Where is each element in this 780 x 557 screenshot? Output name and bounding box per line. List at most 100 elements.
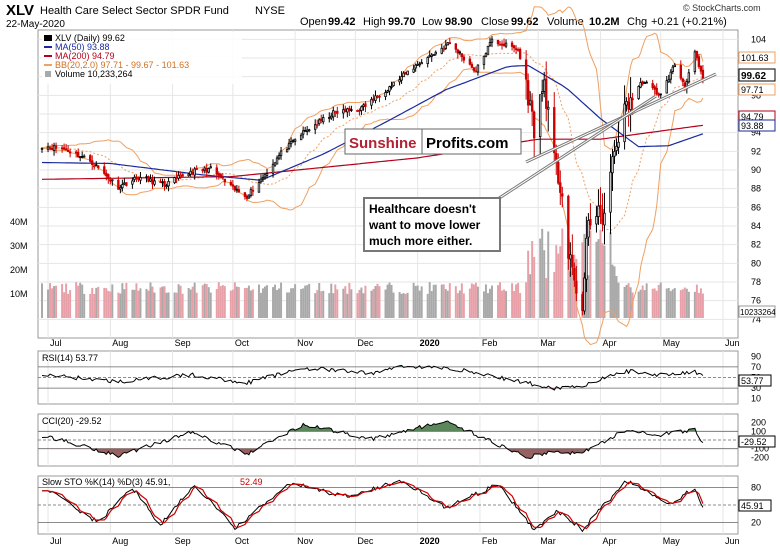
volume-bar [474,282,477,318]
cci-tag-box [738,435,776,448]
volume-bar [306,285,309,318]
candle-body [175,176,178,179]
volume-bar [701,293,704,318]
candle-body [402,72,405,78]
volume-bar [237,287,240,318]
candle-body [669,71,672,80]
volume-bar [205,284,208,318]
volume-bar [217,282,220,318]
candle-body [80,155,84,158]
candle-body [293,139,297,142]
volume-bar [223,286,226,318]
volume-bar [135,283,138,318]
candle-body [358,109,361,112]
volume-bar [695,284,698,318]
candle-body [557,161,560,184]
candle-body [336,110,339,114]
volume-bar [133,289,136,318]
volume-bar [434,284,437,318]
candle-body [125,182,128,186]
candle-body [625,101,628,106]
volume-bar [77,285,80,318]
volume-bar [657,284,660,318]
volume-tick-label: 10M [10,289,28,299]
annotation-line-2: want to move lower [368,218,481,232]
volume-bar [679,290,682,318]
candle-body [392,81,395,87]
candle-body [526,80,530,106]
x-axis-label: Jun [725,536,740,546]
x-axis-label: Mar [540,536,556,546]
candle-body [165,185,168,188]
candle-body [289,140,293,145]
volume-bar [49,283,52,318]
rsi-tag: 53.77 [741,376,764,386]
x-axis-label: Apr [602,536,616,546]
price-tick-label: 84 [751,221,761,231]
volume-bar [302,288,305,318]
exchange-label: NYSE [255,5,285,17]
volume-bar [362,293,365,318]
candle-body [62,147,66,150]
candle-body [68,151,72,154]
price-tick-label: 90 [751,165,761,175]
volume-bar [95,287,98,318]
volume-bar [561,228,564,318]
volume-bar [167,292,170,318]
volume-bar [350,289,353,318]
candle-body [532,111,536,139]
volume-bar [426,293,429,318]
candle-body [569,254,572,260]
volume-bar [63,292,66,318]
volume-bar [257,284,260,318]
x-axis-label: Jul [50,536,62,546]
volume-tick-label: 20M [10,265,28,275]
candle-body [699,65,703,72]
candle-body [597,205,600,217]
candle-body [346,108,349,113]
candle-body [89,155,92,162]
volume-bar [175,292,178,318]
candle-body [314,124,317,130]
candle-body [406,70,409,76]
candle-body [444,44,447,49]
volume-bar [669,291,672,318]
annotation-line-1: Healthcare doesn't [369,202,476,216]
candle-body [167,180,170,187]
volume-bar [119,293,122,318]
bb-middle-line [41,52,704,231]
volume-bar [527,250,530,318]
volume-bar [681,289,684,318]
candle-body [434,51,437,55]
candle-body [440,47,443,54]
candle-body [446,42,449,46]
volume-bar [229,290,232,318]
candle-body [131,180,134,185]
candle-body [603,212,606,226]
volume-bar [103,287,106,318]
volume-bar [67,293,70,318]
candle-body [273,162,277,166]
volume-bar [651,288,654,318]
volume-bar [251,289,254,318]
candle-body [476,64,480,73]
candle-body [386,90,389,93]
candle-body [145,176,148,179]
candle-body [137,177,140,180]
rsi-line [41,364,704,391]
candle-body [514,48,518,51]
candle-body [573,267,576,281]
volume-bar [53,286,56,318]
sto-d-line [42,481,704,530]
volume-bar [655,290,658,318]
volume-bar [398,292,401,318]
candle-body [259,178,263,183]
tag-bb-upper-box [738,51,776,64]
candle-body [177,174,180,179]
candle-body [249,189,253,196]
candle-body [328,117,331,119]
volume-bar [667,288,670,318]
volume-bar [613,266,616,318]
volume-bar [336,289,339,318]
volume-bar [328,293,331,318]
